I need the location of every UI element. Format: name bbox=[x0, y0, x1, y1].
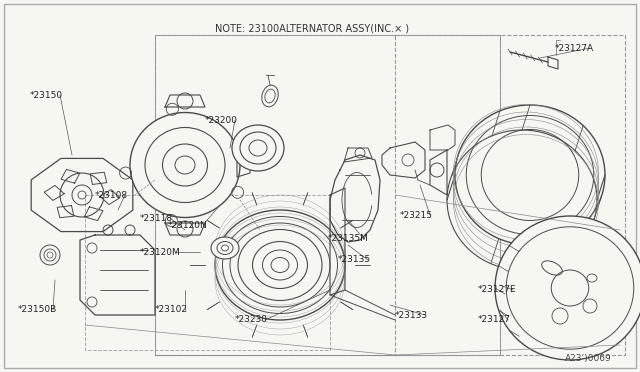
Text: *23135M: *23135M bbox=[328, 234, 369, 243]
Ellipse shape bbox=[262, 85, 278, 107]
Bar bbox=[155, 35, 500, 355]
Text: *23127A: *23127A bbox=[555, 44, 594, 52]
Ellipse shape bbox=[232, 125, 284, 171]
Ellipse shape bbox=[253, 241, 307, 289]
Text: *23118: *23118 bbox=[140, 214, 173, 222]
Text: *23102: *23102 bbox=[155, 305, 188, 314]
Text: A23’)0069: A23’)0069 bbox=[565, 353, 612, 362]
Ellipse shape bbox=[455, 105, 605, 245]
Text: *23135: *23135 bbox=[338, 256, 371, 264]
Bar bbox=[85, 195, 330, 350]
Text: *23133: *23133 bbox=[395, 311, 428, 320]
Text: NOTE: 23100ALTERNATOR ASSY(INC.× ): NOTE: 23100ALTERNATOR ASSY(INC.× ) bbox=[215, 23, 409, 33]
Text: *23127: *23127 bbox=[478, 315, 511, 324]
Text: *23230: *23230 bbox=[235, 315, 268, 324]
Ellipse shape bbox=[211, 237, 239, 259]
Ellipse shape bbox=[495, 216, 640, 360]
Text: *23120N: *23120N bbox=[168, 221, 208, 230]
Text: *23127E: *23127E bbox=[478, 285, 516, 295]
Text: *23200: *23200 bbox=[205, 115, 238, 125]
Text: *23108: *23108 bbox=[95, 190, 128, 199]
Ellipse shape bbox=[130, 112, 240, 218]
Text: *23120M: *23120M bbox=[140, 247, 180, 257]
Bar bbox=[395, 35, 625, 355]
Text: *23150: *23150 bbox=[30, 90, 63, 99]
Ellipse shape bbox=[215, 210, 345, 320]
Text: *23215: *23215 bbox=[400, 211, 433, 219]
Text: *23150B: *23150B bbox=[18, 305, 57, 314]
